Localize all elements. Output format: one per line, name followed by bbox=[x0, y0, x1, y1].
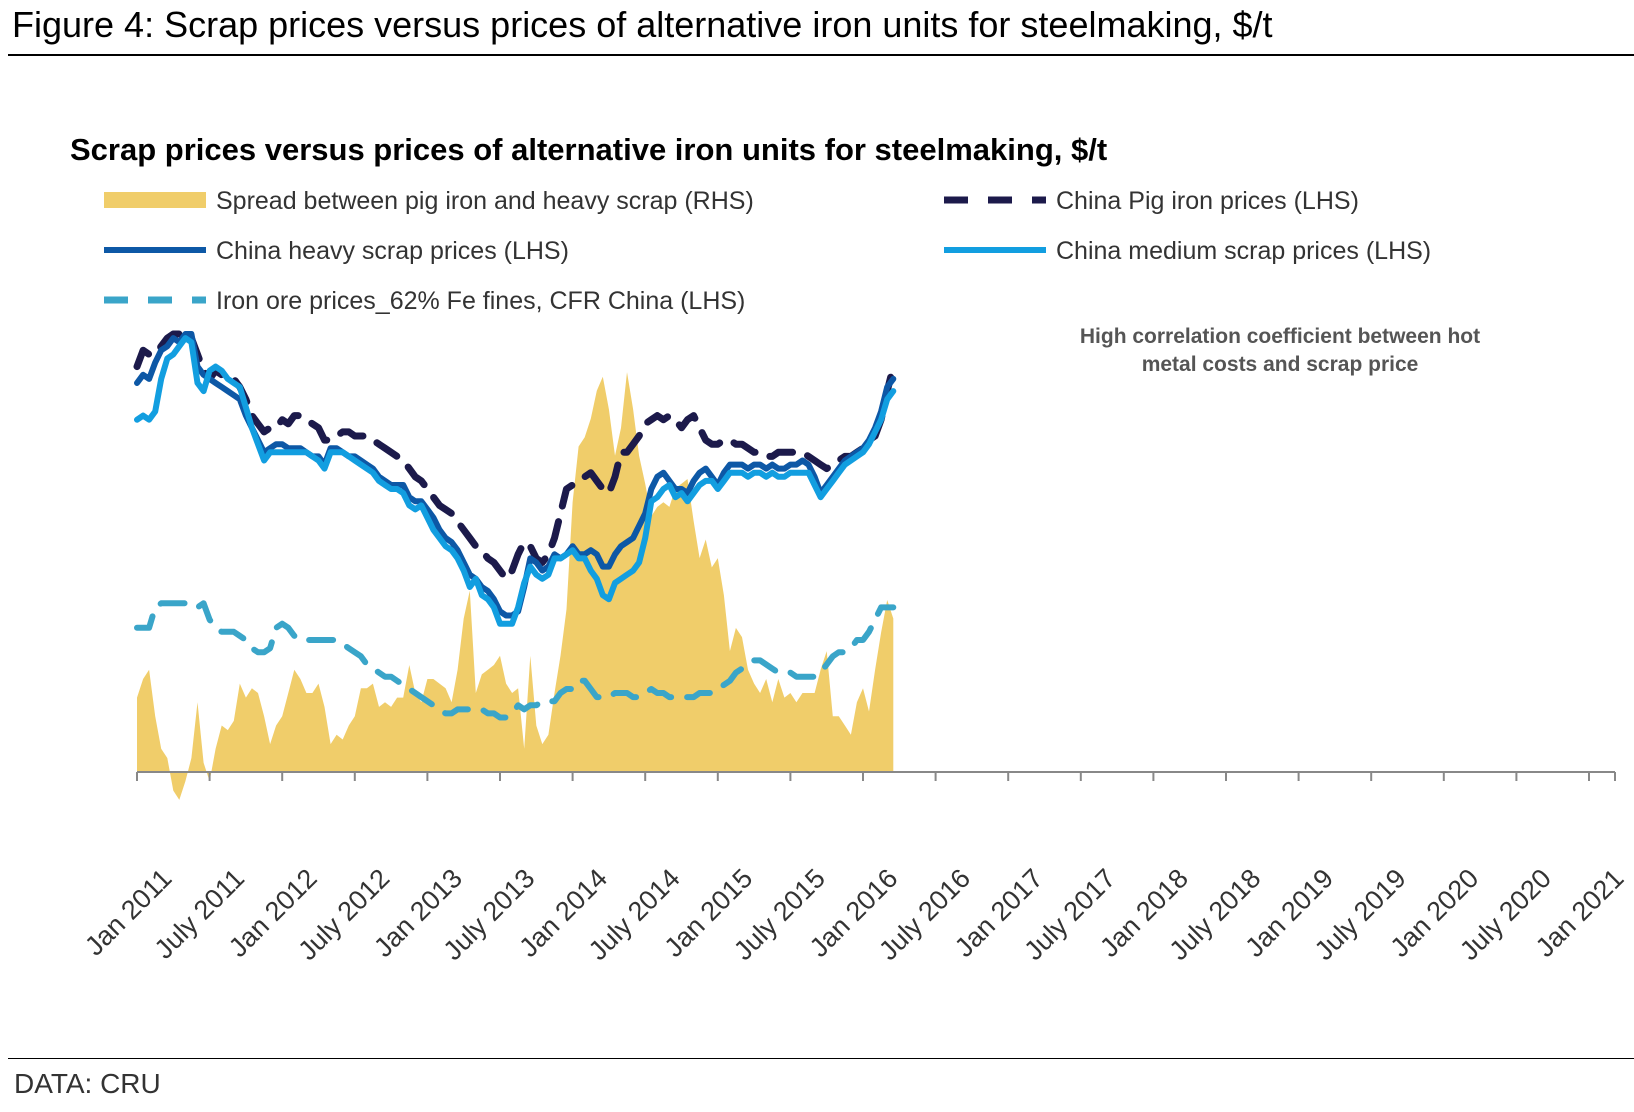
footer-divider bbox=[8, 1058, 1634, 1059]
legend-spread-label: Spread between pig iron and heavy scrap … bbox=[216, 187, 754, 215]
annotation-line-2: metal costs and scrap price bbox=[1142, 353, 1419, 376]
figure-title: Figure 4: Scrap prices versus prices of … bbox=[12, 4, 1273, 45]
legend-heavy-scrap-label: China heavy scrap prices (LHS) bbox=[216, 237, 569, 265]
legend-iron-ore-label: Iron ore prices_62% Fe fines, CFR China … bbox=[216, 287, 745, 315]
legend-pig-iron-label: China Pig iron prices (LHS) bbox=[1056, 187, 1359, 215]
chart-annotation: High correlation coefficient between hot… bbox=[1080, 325, 1480, 376]
legend-spread: Spread between pig iron and heavy scrap … bbox=[104, 187, 754, 215]
legend-heavy-scrap: China heavy scrap prices (LHS) bbox=[104, 237, 569, 265]
legend-spread-swatch bbox=[104, 192, 206, 208]
legend-medium-scrap-label: China medium scrap prices (LHS) bbox=[1056, 237, 1431, 265]
plot-area bbox=[133, 326, 897, 800]
chart-title: Scrap prices versus prices of alternativ… bbox=[70, 132, 1107, 167]
series-medium-scrap-line bbox=[134, 335, 897, 627]
title-divider bbox=[8, 54, 1634, 56]
legend-medium-scrap: China medium scrap prices (LHS) bbox=[944, 237, 1431, 265]
series-pig-iron-line bbox=[133, 326, 897, 583]
series-iron-ore-line bbox=[134, 600, 897, 721]
legend-pig-iron: China Pig iron prices (LHS) bbox=[944, 187, 1359, 215]
legend-iron-ore: Iron ore prices_62% Fe fines, CFR China … bbox=[104, 287, 745, 315]
annotation-line-1: High correlation coefficient between hot bbox=[1080, 325, 1480, 348]
source-note: DATA: CRU bbox=[14, 1068, 161, 1099]
legend: Spread between pig iron and heavy scrap … bbox=[104, 187, 1431, 315]
series-spread-area bbox=[137, 372, 894, 800]
